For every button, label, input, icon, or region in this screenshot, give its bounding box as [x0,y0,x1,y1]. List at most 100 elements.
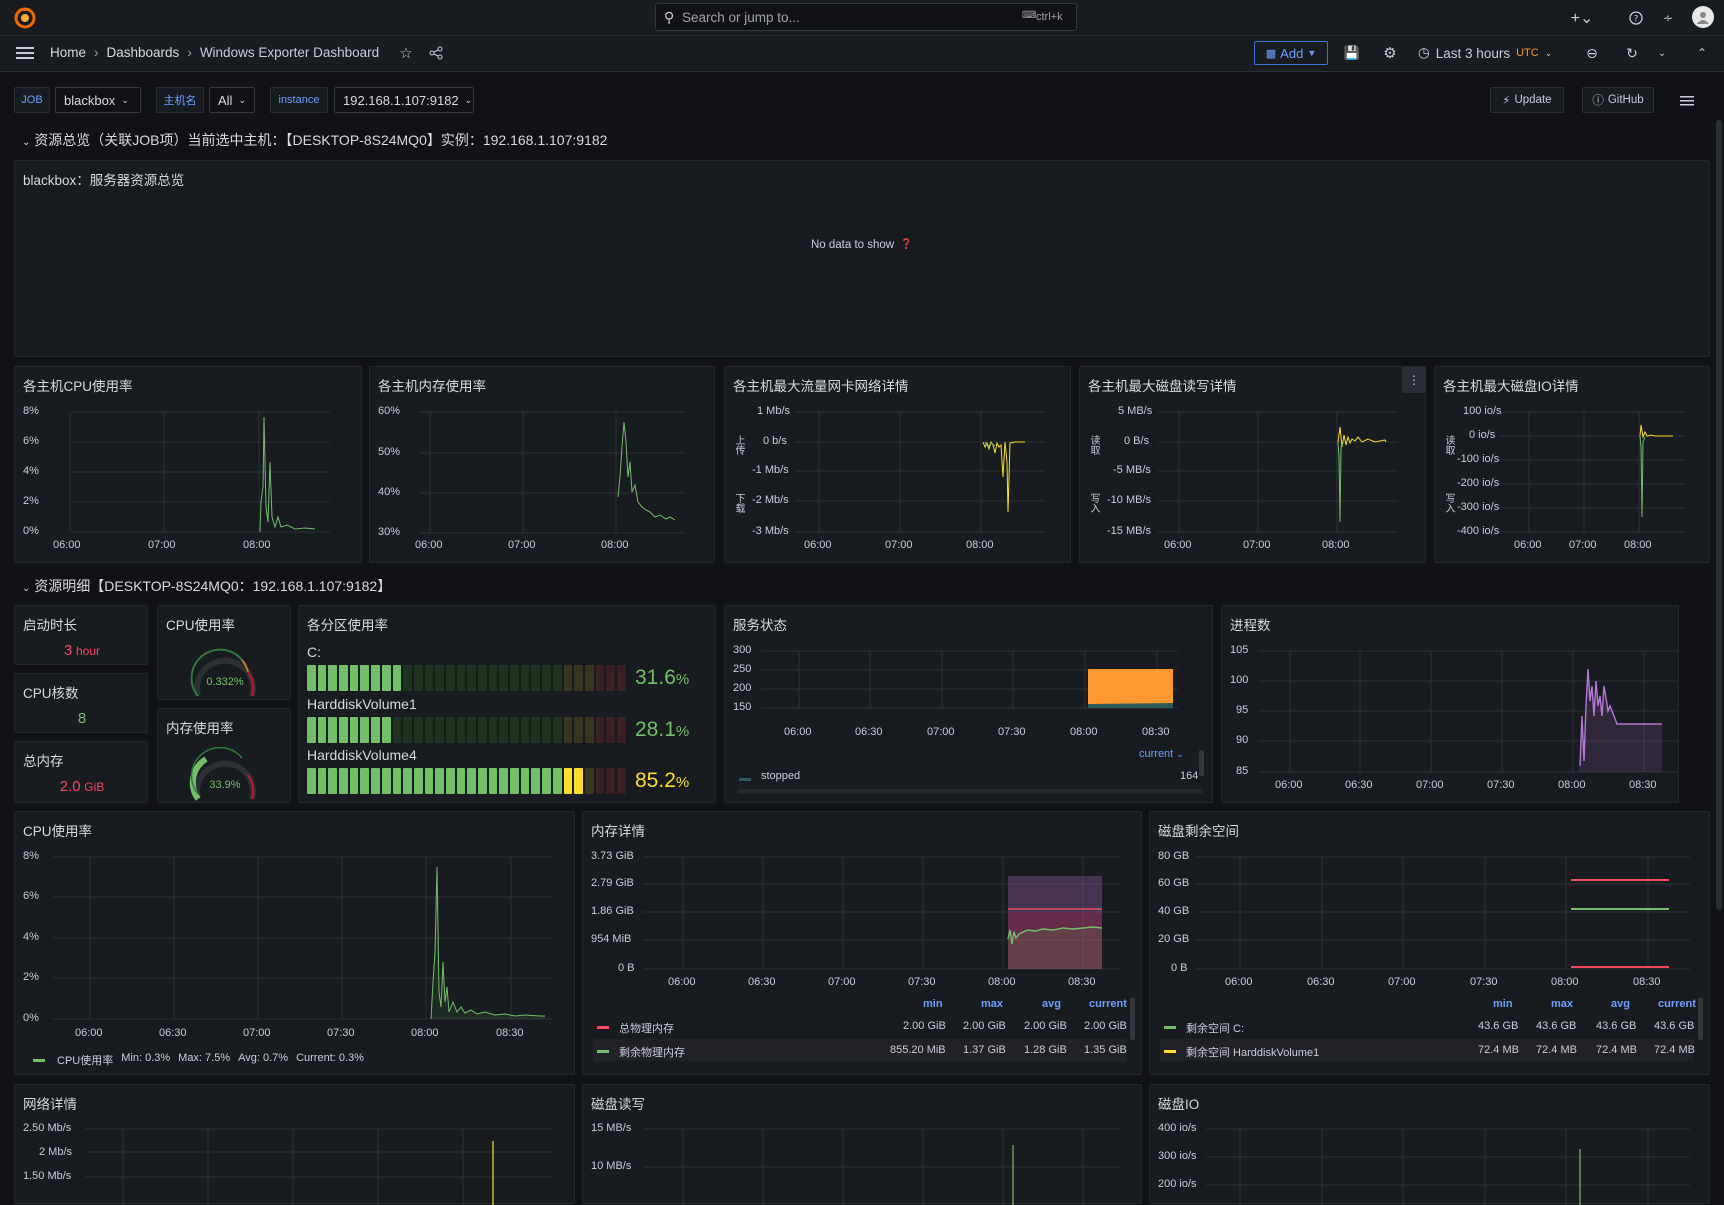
panel-disk-rw-all-hosts: 各主机最大磁盘读写详情 ⋮ 读取 写入 5 MB/s 0 B/s -5 MB/s… [1079,366,1426,563]
scrollbar-horizontal[interactable] [737,789,1203,794]
y-tick: -5 MB/s [1113,464,1151,476]
legend-header-avg[interactable]: avg [1042,998,1061,1010]
bar-segment [413,665,423,691]
bar-segment [349,768,359,794]
chart-net-all [795,411,1045,533]
variable-select-job[interactable]: blackbox ⌄ [55,87,141,113]
share-icon[interactable] [426,42,446,64]
bar-segment [328,717,338,743]
collapse-up-icon[interactable]: ⌃ [1696,46,1708,60]
y-tick: 1.86 GiB [591,905,634,917]
scrollbar[interactable] [1130,998,1135,1040]
legend-current: 1.35 GiB [1084,1044,1127,1056]
breadcrumb-separator-icon: › [94,45,99,60]
panel-title: CPU使用率 [23,824,93,839]
axis-side-label: 写入 [1088,493,1099,513]
panel-menu-icon[interactable]: ⋮ [1402,367,1426,393]
bar-segment [413,768,423,794]
partition-unit: % [675,774,690,791]
grafana-logo-icon[interactable] [12,6,38,30]
chart-disk-io-all [1499,411,1685,533]
time-picker[interactable]: ◷ Last 3 hours UTC ⌄ [1418,42,1568,64]
bar-segment [435,768,444,794]
legend-header-current[interactable]: current [1658,998,1696,1010]
stat-cpu-cores: CPU核数 8 [14,673,148,733]
add-button[interactable]: ▩ Add ▼ [1254,41,1328,65]
settings-gear-icon[interactable]: ⚙ [1383,45,1397,62]
legend-series-name[interactable]: 剩余空间 C: [1186,1023,1245,1035]
bar-segment [424,768,434,794]
refresh-interval-chevron-icon[interactable]: ⌄ [1657,47,1667,59]
scrollbar[interactable] [1698,998,1703,1040]
x-tick: 08:00 [1624,539,1652,551]
legend-header-min[interactable]: min [923,998,943,1010]
page-scrollbar[interactable] [1716,120,1722,910]
bar-segment [392,717,402,743]
legend-header-avg[interactable]: avg [1611,998,1630,1010]
variable-select-host[interactable]: All ⌄ [209,87,255,113]
update-link-button[interactable]: ⚡ Update [1490,87,1564,113]
x-tick: 06:00 [1225,976,1253,988]
save-icon[interactable]: 💾 [1343,45,1361,60]
partition-number: 28.1 [635,718,676,741]
variable-select-instance[interactable]: 192.168.1.107:9182 ⌄ [334,87,474,113]
x-tick: 07:00 [508,539,536,551]
x-tick: 07:00 [1416,779,1444,791]
menu-icon[interactable] [14,42,36,64]
chevron-down-icon: ⌄ [22,583,31,594]
refresh-icon[interactable]: ↻ [1626,44,1638,61]
y-tick: 60% [378,405,401,417]
bar-segment [510,717,519,743]
legend-min: Min: 0.3% [121,1052,171,1064]
legend-series-name[interactable]: 总物理内存 [619,1023,674,1035]
bar-segment [499,717,509,743]
bar-segment [478,665,487,691]
x-tick: 07:00 [828,976,856,988]
github-link-button[interactable]: ⓘ GitHub [1582,87,1654,113]
scrollbar[interactable] [1199,750,1204,776]
zoom-out-icon[interactable]: ⊖ [1586,44,1598,61]
legend-header-min[interactable]: min [1493,998,1513,1010]
gauge-value: 33.9% [209,779,241,791]
legend-series-name[interactable]: stopped [761,770,801,782]
legend-row-highlight [593,1039,1127,1061]
bar-segment [542,665,551,691]
y-tick: 85 [1236,765,1249,777]
legend-item-cpu[interactable]: CPU使用率 Min: 0.3% Max: 7.5% Avg: 0.7% Cur… [57,1052,364,1068]
breadcrumb-home[interactable]: Home [50,45,87,60]
legend-series-name[interactable]: 剩余物理内存 [619,1047,685,1059]
legend-series-name[interactable]: 剩余空间 HarddiskVolume1 [1186,1047,1320,1059]
partition-value: 31.6% [635,666,689,690]
news-rss-icon[interactable]: ∻ [1662,11,1674,25]
star-icon[interactable]: ☆ [399,45,413,62]
bar-segment [435,717,444,743]
dashboard-menu-icon[interactable] [1676,90,1698,112]
time-range-label: Last 3 hours [1435,45,1511,61]
new-plus-icon[interactable]: +⌄ [1570,10,1594,27]
bar-segment [467,768,476,794]
legend-color-swatch [1164,1026,1176,1029]
help-icon[interactable]: ? [1624,6,1648,30]
x-tick: 06:00 [1275,779,1303,791]
stat-value: 2.0 GiB [15,778,149,795]
bar-segment [339,768,348,794]
breadcrumb-dashboards[interactable]: Dashboards [106,45,180,60]
search-input[interactable]: ⚲ Search or jump to... ⌨ ctrl+k [655,3,1077,31]
legend-avg: 72.4 MB [1596,1044,1637,1056]
row-header-detail[interactable]: ⌄ 资源明细【DESKTOP-8S24MQ0：192.168.1.107:918… [22,576,391,596]
legend-min: 43.6 GB [1478,1020,1519,1032]
row-header-overview[interactable]: ⌄ 资源总览（关联JOB项）当前选中主机：【DESKTOP-8S24MQ0】实例… [22,130,607,150]
legend-min: 855.20 MiB [890,1044,946,1056]
bar-segment [360,717,370,743]
legend-header-current[interactable]: current [1089,998,1127,1010]
legend-sort-header[interactable]: current ⌄ [1139,748,1184,760]
legend-header-max[interactable]: max [1551,998,1574,1010]
y-tick: -200 io/s [1457,477,1500,489]
legend-header-max[interactable]: max [981,998,1004,1010]
nav-bar: Home › Dashboards › Windows Exporter Das… [0,36,1724,72]
avatar[interactable] [1692,6,1714,28]
bar-segment [381,665,391,691]
panel-title: 总内存 [23,754,64,769]
bar-segment [606,717,615,743]
gauge-mem: 内存使用率 33.9% [157,708,291,803]
